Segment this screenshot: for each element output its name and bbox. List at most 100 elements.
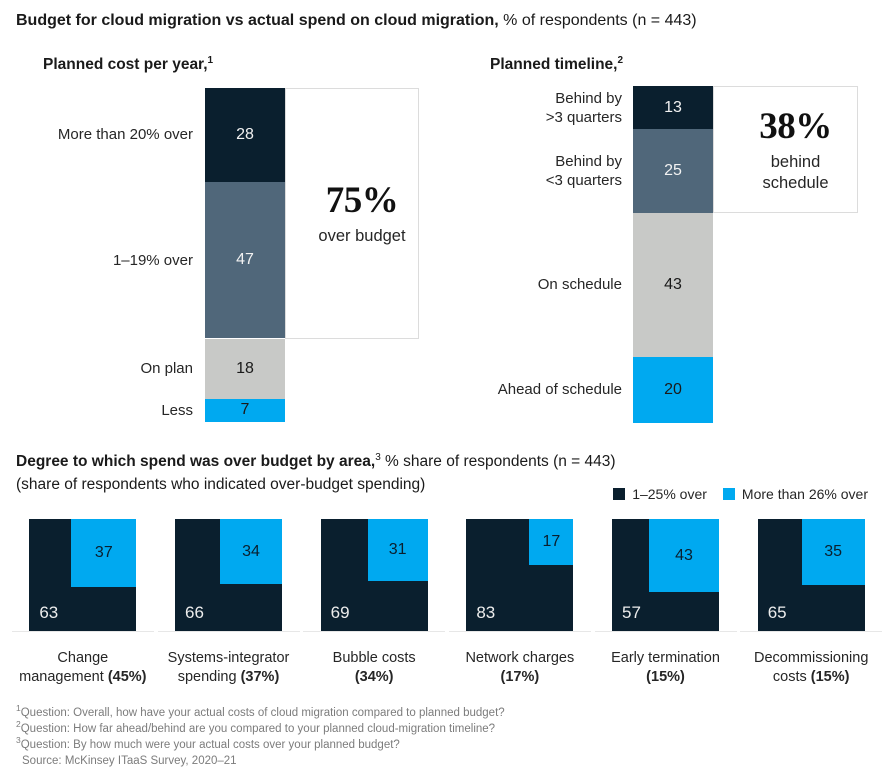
area-chart: 43 57 Early termination (15%) xyxy=(593,519,739,687)
section-header-bold: Degree to which spend was over budget by… xyxy=(16,453,376,470)
legend-label: More than 26% over xyxy=(741,486,868,502)
area-value-1-25: 57 xyxy=(622,603,641,622)
area-chart: 34 66 Systems-integrator spending (37%) xyxy=(156,519,302,687)
page-title-normal: % of respondents (n = 443) xyxy=(498,12,697,29)
area-share: (17%) xyxy=(500,669,540,685)
bar-segment: 28 xyxy=(205,88,285,182)
area-label-line2: (34%) xyxy=(306,668,442,687)
segment-value: 20 xyxy=(664,380,682,398)
area-square-over26: 35 xyxy=(801,519,865,585)
footnote-text: Question: Overall, how have your actual … xyxy=(20,707,505,719)
axis-baseline xyxy=(448,631,591,632)
area-label: Systems-integrator spending (37%) xyxy=(161,649,297,687)
area-chart: 35 65 Decommissioning costs (15%) xyxy=(738,519,884,687)
axis-baseline xyxy=(740,631,883,632)
segment-value: 28 xyxy=(236,125,254,143)
segment-label: On schedule xyxy=(537,276,622,294)
area-square-over26: 43 xyxy=(649,519,720,592)
area-label-line2: costs (15%) xyxy=(772,669,850,685)
area-label-line1: Network charges xyxy=(465,650,575,666)
axis-baseline xyxy=(11,631,154,632)
annotation-value: 75% xyxy=(325,180,399,222)
area-label-line2: (15%) xyxy=(598,668,734,687)
segment-value: 47 xyxy=(236,251,254,268)
segment-value: 25 xyxy=(664,162,682,180)
area-label-line1: Change xyxy=(57,650,109,666)
area-label: Decommissioning costs (15%) xyxy=(743,649,879,687)
segment-value: 7 xyxy=(240,401,250,419)
annotation-caption: over budget xyxy=(318,227,406,246)
area-label-line1: Bubble costs xyxy=(332,650,416,666)
chart-title-planned-timeline: Planned timeline,2 xyxy=(490,54,624,74)
chart-title-footnote-marker: 2 xyxy=(617,54,624,66)
annotation-caption: behind schedule xyxy=(762,152,829,192)
section-header-line1: Degree to which spend was over budget by… xyxy=(16,450,616,473)
chart-title-text: Planned timeline, xyxy=(490,56,618,73)
section-header-normal: % share of respondents (n = 443) xyxy=(380,453,616,470)
segment-value: 18 xyxy=(236,359,254,377)
area-label: Network charges (17%) xyxy=(452,649,588,687)
footnote-marker: 3 xyxy=(16,735,21,746)
section-header-line2: (share of respondents who indicated over… xyxy=(16,476,426,493)
area-label-line1: Decommissioning xyxy=(753,650,869,666)
area-value-1-25: 69 xyxy=(330,603,350,622)
area-square-over26: 17 xyxy=(529,519,574,565)
annotation-box: 38% behind schedule xyxy=(713,86,858,213)
area-label-line1: Early termination xyxy=(611,650,720,666)
footnote-marker: 2 xyxy=(16,719,21,730)
area-square-total: 43 57 xyxy=(612,519,720,631)
area-value-1-25: 65 xyxy=(767,603,787,622)
axis-baseline xyxy=(157,631,300,632)
legend-item: More than 26% over xyxy=(722,486,868,502)
area-share: (34%) xyxy=(354,669,394,685)
area-square-total: 34 66 xyxy=(175,519,282,631)
bar-segment: 25 xyxy=(633,129,713,213)
footnote-text: Question: By how much were your actual c… xyxy=(20,739,400,751)
small-multiples: 37 63 Change management (45%) 34 66 Systems-in… xyxy=(10,519,884,687)
area-square-over26: 34 xyxy=(220,519,282,584)
segment-label: Behind by <3 quarters xyxy=(545,153,622,190)
legend-label: 1–25% over xyxy=(632,486,707,502)
annotation-value: 38% xyxy=(759,105,832,147)
area-label: Bubble costs (34%) xyxy=(306,649,442,687)
area-square-over26: 37 xyxy=(71,519,137,587)
footnote-text: Question: How far ahead/behind are you c… xyxy=(20,723,496,735)
area-square-total: 17 83 xyxy=(466,519,574,631)
annotation-box: 75% over budget xyxy=(285,88,419,339)
area-label-line2: (17%) xyxy=(452,668,588,687)
segment-value: 43 xyxy=(664,275,682,293)
area-square-total: 31 69 xyxy=(320,519,428,631)
chart-title-text: Planned cost per year, xyxy=(43,56,208,73)
legend-item: 1–25% over xyxy=(613,486,707,502)
legend-swatch-cyan-icon xyxy=(722,488,735,500)
segment-value: 13 xyxy=(664,98,682,116)
bar-segment: 13 xyxy=(633,86,713,130)
area-label: Early termination (15%) xyxy=(598,649,734,687)
bar-segment: 18 xyxy=(205,338,285,399)
source-line: Source: McKinsey ITaaS Survey, 2020–21 xyxy=(16,753,505,769)
footnote-3: 3Question: By how much were your actual … xyxy=(16,735,505,753)
area-label-line2: spending (37%) xyxy=(177,669,280,685)
bar-segment: 43 xyxy=(633,212,713,357)
area-square-total: 35 65 xyxy=(757,519,865,631)
bar-segment: 7 xyxy=(205,398,285,422)
area-value-1-25: 83 xyxy=(476,603,496,622)
page-title-bold: Budget for cloud migration vs actual spe… xyxy=(16,12,499,29)
segment-label: Behind by >3 quarters xyxy=(545,89,622,126)
chart-title-footnote-marker: 1 xyxy=(207,54,214,66)
footnotes: 1Question: Overall, how have your actual… xyxy=(16,703,505,769)
area-chart: 37 63 Change management (45%) xyxy=(10,519,156,687)
chart-title-planned-cost: Planned cost per year,1 xyxy=(43,54,214,74)
area-label-line1: Systems-integrator xyxy=(167,650,290,666)
area-value-1-25: 66 xyxy=(185,603,204,622)
bar-segment: 47 xyxy=(205,181,285,339)
area-label-line2: management (45%) xyxy=(19,669,147,685)
area-chart: 17 83 Network charges (17%) xyxy=(447,519,593,687)
segment-label: Less xyxy=(161,401,193,419)
footnote-marker: 1 xyxy=(16,703,21,714)
legend-swatch-navy-icon xyxy=(613,488,626,500)
area-share: (15%) xyxy=(646,669,685,685)
area-share: (37%) xyxy=(240,669,280,685)
footnote-1: 1Question: Overall, how have your actual… xyxy=(16,703,505,721)
